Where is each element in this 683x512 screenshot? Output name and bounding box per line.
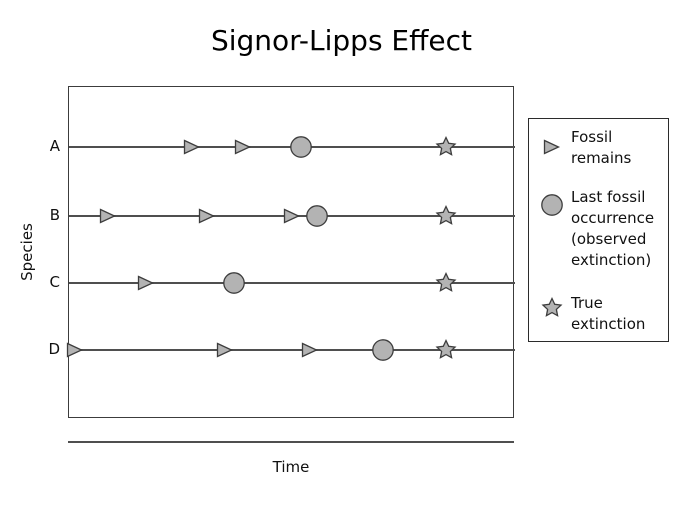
species-label-A: A <box>49 137 60 155</box>
legend-label-triangle: Fossil remains <box>571 128 632 167</box>
true-extinction-star-icon <box>435 271 457 292</box>
fossil-remains-triangle-icon <box>283 208 301 224</box>
fossil-remains-triangle-icon <box>99 208 116 224</box>
legend: Fossil remains Last fossil occurrence (obser… <box>528 118 669 342</box>
x-axis-line <box>68 441 514 443</box>
fossil-remains-triangle-icon <box>543 139 561 155</box>
fossil-remains-triangle-icon <box>234 139 251 155</box>
true-extinction-star-icon <box>435 338 457 359</box>
last-fossil-circle-icon <box>290 136 312 158</box>
species-label-B: B <box>49 206 60 224</box>
last-fossil-circle-icon <box>541 194 563 216</box>
species-label-C: C <box>49 273 60 291</box>
species-C-timeline <box>69 282 515 284</box>
last-fossil-circle-icon <box>305 205 328 227</box>
fossil-remains-triangle-icon <box>183 139 200 155</box>
last-fossil-circle-icon <box>372 339 395 361</box>
x-axis-label: Time <box>272 458 310 476</box>
chart-title: Signor-Lipps Effect <box>210 24 473 57</box>
true-extinction-star-icon <box>435 204 457 225</box>
fossil-remains-triangle-icon <box>301 342 318 358</box>
fossil-remains-triangle-icon <box>199 208 216 224</box>
true-extinction-star-icon <box>435 135 457 156</box>
plot-area <box>66 86 515 418</box>
true-extinction-star-icon <box>541 296 563 317</box>
legend-label-star: True extinction <box>571 294 646 333</box>
last-fossil-circle-icon <box>223 272 245 294</box>
fossil-remains-triangle-icon <box>66 342 83 358</box>
legend-label-circle: Last fossil occurrence (observed extinction… <box>571 188 655 269</box>
fossil-remains-triangle-icon <box>138 275 155 291</box>
species-label-D: D <box>48 340 60 358</box>
fossil-remains-triangle-icon <box>216 342 234 358</box>
species-D-timeline <box>69 349 515 351</box>
